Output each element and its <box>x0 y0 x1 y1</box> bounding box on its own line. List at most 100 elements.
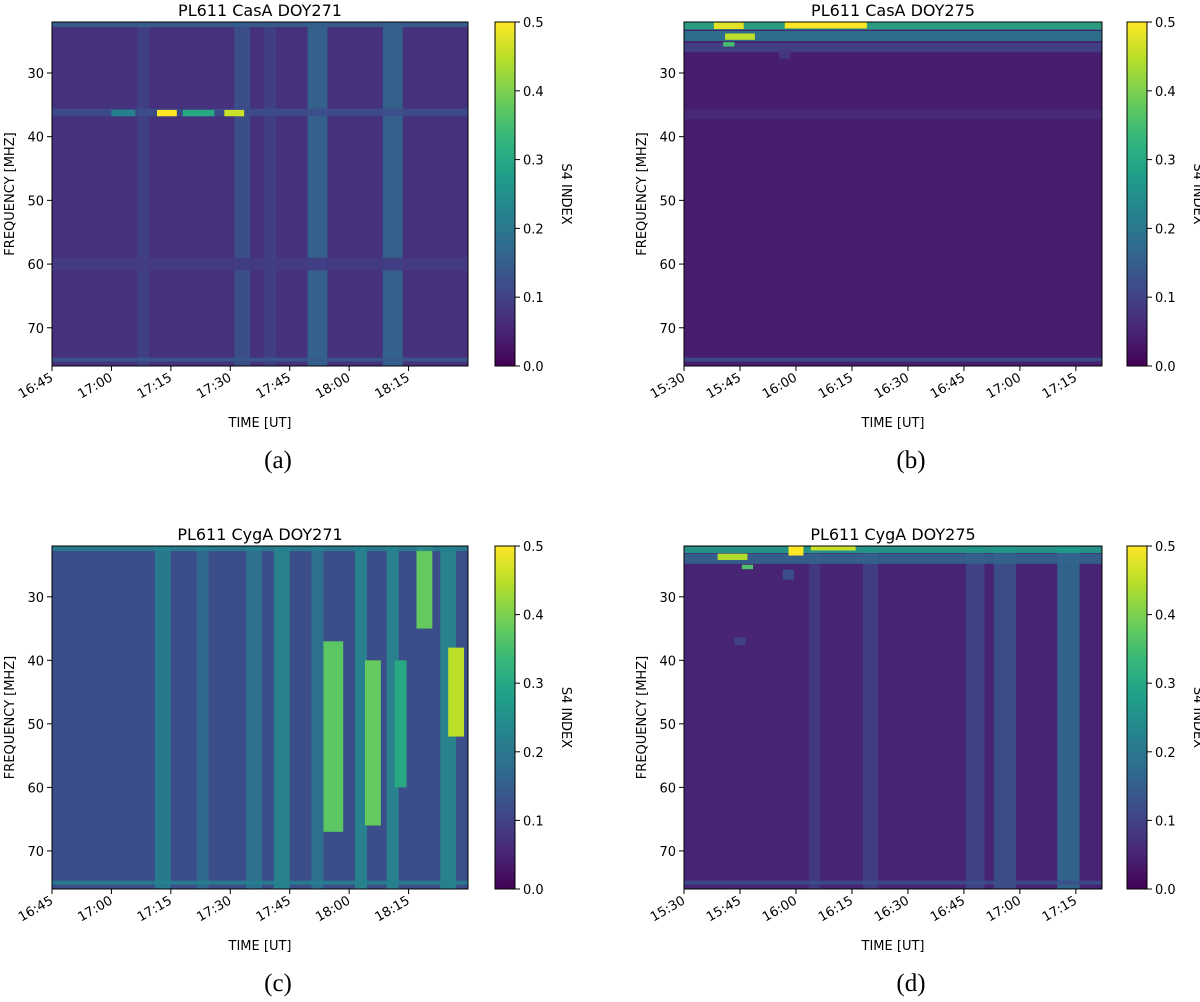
heatmap-hband <box>684 42 1102 53</box>
x-tick-label: 17:30 <box>194 370 234 402</box>
y-tick-label: 50 <box>659 194 676 209</box>
x-axis-label: TIME [UT] <box>861 416 925 431</box>
heatmap-blob <box>734 637 746 646</box>
heatmap-vband <box>263 22 276 366</box>
x-tick-label: 17:00 <box>984 893 1024 925</box>
heatmap-vband <box>137 22 150 366</box>
plot-frame <box>683 545 1103 890</box>
y-tick-label: 30 <box>659 67 676 82</box>
x-tick-label: 18:15 <box>373 893 413 925</box>
heatmap-blob <box>741 564 754 570</box>
heatmap-hband <box>684 553 1102 564</box>
x-tick-label: 18:00 <box>313 893 353 925</box>
heatmap-background <box>684 22 1102 366</box>
heatmap-blob <box>182 109 215 117</box>
x-tick-label: 17:15 <box>135 370 175 402</box>
x-axis-label: TIME [UT] <box>228 939 292 954</box>
x-tick-label: 16:30 <box>872 370 912 402</box>
colorbar-tick-label: 0.5 <box>1155 16 1176 31</box>
colorbar-tick-label: 0.1 <box>1155 814 1176 829</box>
x-tick-label: 17:00 <box>984 370 1024 402</box>
y-tick-label: 30 <box>27 591 44 606</box>
x-tick-label: 18:15 <box>373 370 413 402</box>
heatmap-vband <box>1057 546 1080 889</box>
colorbar-tick-label: 0.2 <box>1155 746 1176 761</box>
colorbar-tick-label: 0.2 <box>523 222 544 237</box>
y-tick-label: 70 <box>659 845 676 860</box>
x-tick-label: 17:15 <box>135 893 175 925</box>
colorbar-tick-label: 0.4 <box>523 609 544 624</box>
colorbar-tick-label: 0.3 <box>1155 154 1176 169</box>
colorbar-tick-label: 0.3 <box>1155 677 1176 692</box>
heatmap-background <box>684 546 1102 889</box>
y-tick-label: 40 <box>659 131 676 146</box>
x-tick-label: 16:15 <box>816 893 856 925</box>
x-tick-label: 17:00 <box>75 893 115 925</box>
colorbar-label: S4 INDEX <box>558 163 573 224</box>
colorbar-tick-label: 0.5 <box>523 540 544 555</box>
y-tick-label: 50 <box>659 718 676 733</box>
colorbar-tick-label: 0.5 <box>523 16 544 31</box>
heatmap-blob <box>111 109 136 117</box>
x-tick-label: 17:45 <box>254 370 294 402</box>
colorbar-label: S4 INDEX <box>1190 687 1200 748</box>
heatmap-hband <box>52 357 468 362</box>
y-tick-label: 50 <box>27 194 44 209</box>
x-tick-label: 16:15 <box>816 370 856 402</box>
y-tick-label: 60 <box>659 781 676 796</box>
panel-b: PL611 CasA DOY275 15:30 15:45 16:00 16:15 16:… <box>635 1 1200 431</box>
heatmap-background <box>52 22 468 366</box>
x-tick-label: 17:15 <box>1040 893 1080 925</box>
heatmap-blob <box>364 660 381 826</box>
x-tick-label: 16:45 <box>928 893 968 925</box>
chart-title: PL611 CygA DOY271 <box>177 525 342 544</box>
heatmap-vband <box>863 546 879 889</box>
caption-a: (a) <box>264 447 292 474</box>
y-tick-label: 40 <box>27 654 44 669</box>
heatmap-blob <box>717 553 748 560</box>
heatmap-vband <box>965 546 985 889</box>
colorbar-tick-label: 0.4 <box>1155 609 1176 624</box>
heatmap-c <box>52 546 468 889</box>
heatmap-d <box>684 546 1102 889</box>
heatmap-blob <box>224 109 245 117</box>
colorbar-tick-label: 0.1 <box>523 814 544 829</box>
y-tick-label: 60 <box>27 258 44 273</box>
y-tick-label: 70 <box>27 322 44 337</box>
heatmap-blob <box>156 109 177 117</box>
heatmap-hband <box>684 109 1102 120</box>
heatmap-vband <box>196 546 209 889</box>
heatmap-vband <box>234 22 251 366</box>
panel-a: PL611 CasA DOY271 16:45 17:00 17:15 17:30 17:… <box>3 1 573 431</box>
x-axis-label: TIME [UT] <box>861 939 925 954</box>
heatmap-vband <box>386 546 399 889</box>
colorbar <box>1126 21 1148 367</box>
colorbar-tick-label: 0.3 <box>523 154 544 169</box>
heatmap-vband <box>155 546 171 889</box>
heatmap-hband <box>684 30 1102 42</box>
heatmap-hband <box>684 880 1102 885</box>
colorbar-label: S4 INDEX <box>558 687 573 748</box>
heatmap-vband <box>993 546 1017 889</box>
y-tick-label: 30 <box>27 67 44 82</box>
x-tick-label: 16:45 <box>16 893 56 925</box>
x-tick-label: 17:15 <box>1040 370 1080 402</box>
y-axis-label: FREQUENCY [MHZ] <box>3 132 18 255</box>
x-tick-label: 15:45 <box>704 893 744 925</box>
colorbar-tick-label: 0.3 <box>523 677 544 692</box>
x-tick-label: 16:30 <box>872 893 912 925</box>
heatmap-b <box>684 22 1102 366</box>
y-tick-label: 60 <box>659 258 676 273</box>
heatmap-vband <box>246 546 262 889</box>
colorbar-tick-label: 0.4 <box>523 85 544 100</box>
heatmap-blob <box>784 22 867 29</box>
y-tick-label: 70 <box>27 845 44 860</box>
heatmap-blob <box>448 647 465 737</box>
y-tick-label: 40 <box>27 131 44 146</box>
y-tick-label: 40 <box>659 654 676 669</box>
heatmap-vband <box>307 22 328 366</box>
heatmap-a <box>52 22 468 366</box>
x-tick-label: 17:45 <box>254 893 294 925</box>
heatmap-blob <box>782 569 795 580</box>
